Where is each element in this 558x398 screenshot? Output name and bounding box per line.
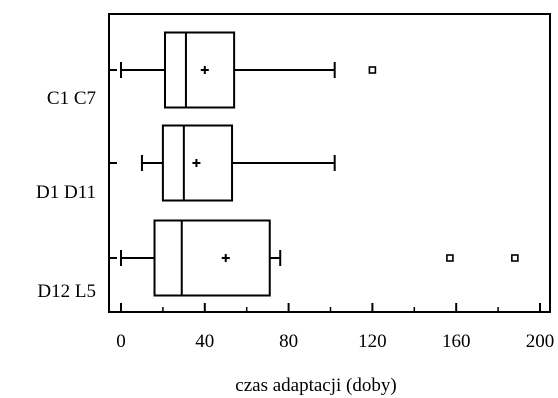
outlier-point: [446, 254, 454, 262]
box-3: [120, 219, 519, 297]
category-label: D1 D11: [36, 182, 96, 203]
category-label: D12 L5: [37, 281, 96, 302]
x-tick-label: 0: [116, 331, 126, 352]
box-iqr: [161, 124, 234, 202]
category-labels: C1 C7 D1 D11 D12 L5: [36, 88, 96, 302]
box-iqr: [163, 31, 236, 109]
x-tick-label: 40: [195, 331, 214, 352]
box-series: [120, 31, 519, 297]
x-axis-label: czas adaptacji (doby): [235, 375, 396, 396]
x-tick-label: 120: [358, 331, 387, 352]
box-iqr: [153, 219, 271, 297]
x-tick-label: 160: [442, 331, 471, 352]
outlier-point: [368, 66, 377, 74]
outlier-point: [511, 254, 519, 262]
x-tick-label: 80: [279, 331, 298, 352]
x-tick-label: 200: [526, 331, 555, 352]
box-1: [120, 31, 377, 109]
category-label: C1 C7: [47, 88, 96, 109]
box-2: [140, 124, 336, 202]
x-axis-ticks: 0 40 80 120 160 200: [109, 69, 555, 352]
